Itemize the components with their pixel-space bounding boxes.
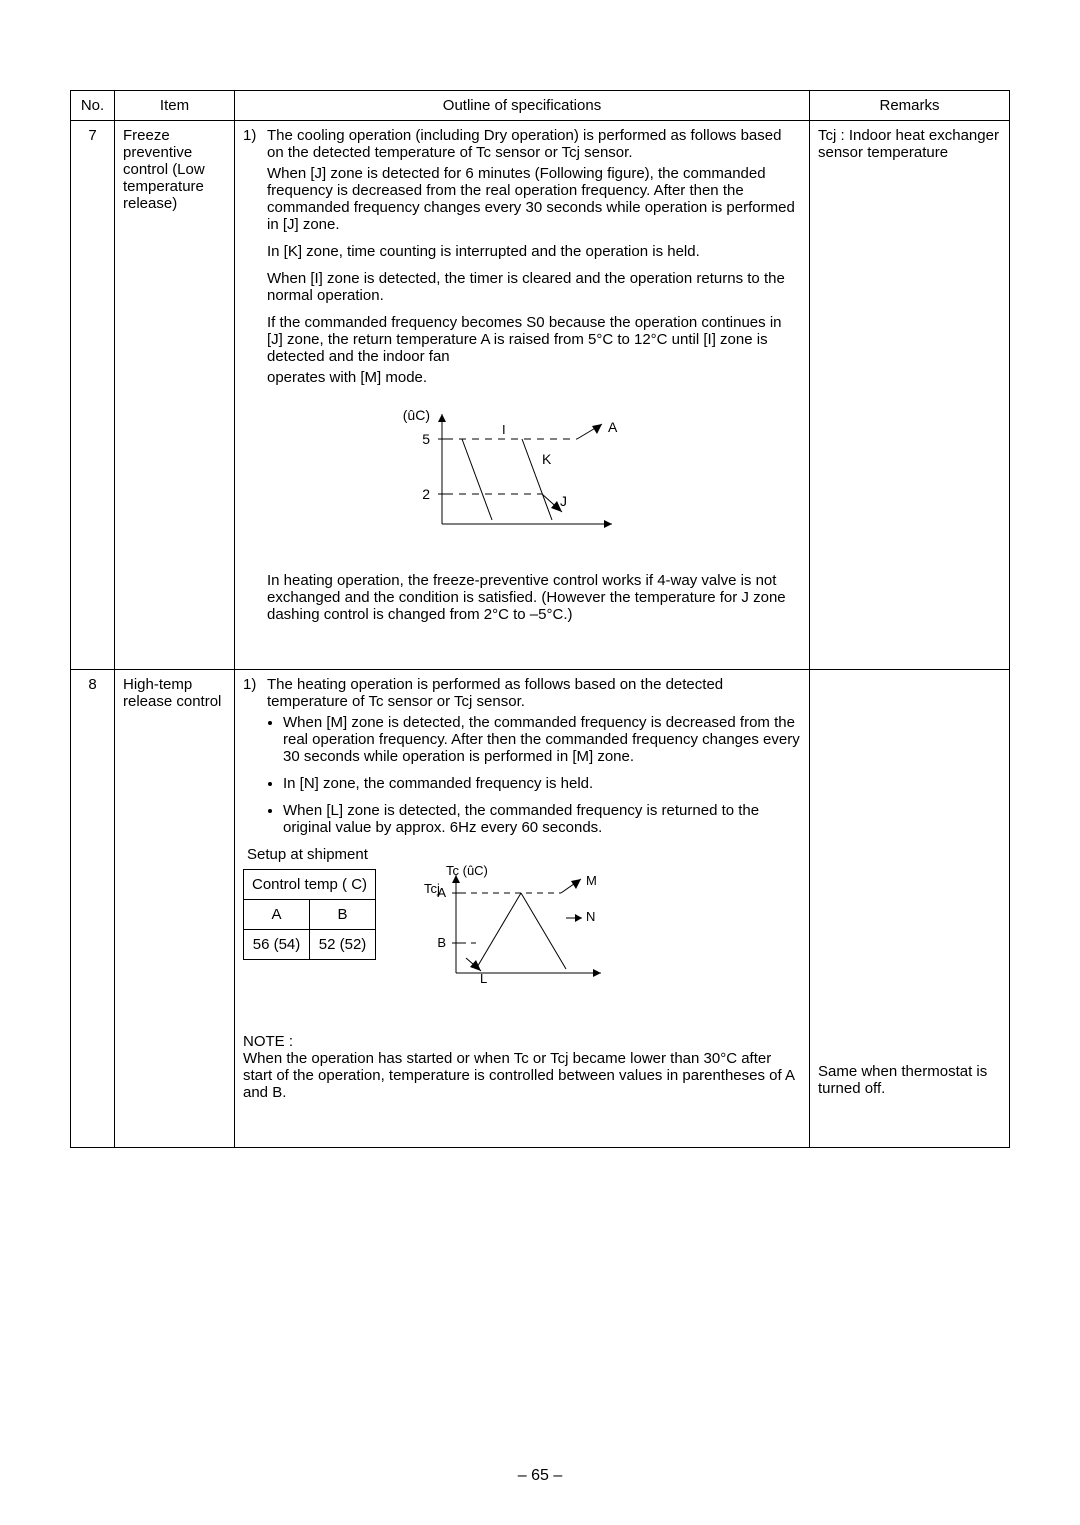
lead-num: 1) <box>243 127 256 144</box>
spec-para: In heating operation, the freeze-prevent… <box>267 572 801 623</box>
svg-text:B: B <box>437 935 446 950</box>
svg-text:2: 2 <box>422 486 430 502</box>
control-temp-table: Control temp ( C) A B 56 (54) 52 (52) <box>243 863 376 960</box>
row-item: Freeze preventive control (Low temperatu… <box>115 121 235 670</box>
row-remarks: Tcj : Indoor heat exchanger sensor tempe… <box>810 121 1010 670</box>
svg-text:K: K <box>542 451 552 467</box>
row-spec: 1) The heating operation is performed as… <box>235 670 810 1148</box>
lead-text: The cooling operation (including Dry ope… <box>267 127 781 161</box>
svg-text:Tc (ûC): Tc (ûC) <box>446 863 488 878</box>
header-remarks: Remarks <box>810 91 1010 121</box>
spec-para: In [K] zone, time counting is interrupte… <box>267 243 801 260</box>
hightemp-chart: Tc (ûC) Tcj A B <box>406 863 626 997</box>
bullet: When [M] zone is detected, the commanded… <box>283 714 801 765</box>
bullet: When [L] zone is detected, the commanded… <box>283 802 801 836</box>
lead-text: The heating operation is performed as fo… <box>267 676 723 710</box>
small-table-val: 56 (54) <box>244 930 310 960</box>
lead-num: 1) <box>243 676 256 693</box>
svg-text:A: A <box>437 885 446 900</box>
table-row: 8 High-temp release control 1) The heati… <box>71 670 1010 1148</box>
row-no: 8 <box>71 670 115 1148</box>
svg-text:N: N <box>586 909 595 924</box>
spec-para: When [J] zone is detected for 6 minutes … <box>267 165 801 233</box>
svg-text:5: 5 <box>422 431 430 447</box>
header-spec: Outline of specifications <box>235 91 810 121</box>
svg-text:L: L <box>480 971 487 986</box>
spec-table: No. Item Outline of specifications Remar… <box>70 90 1010 1148</box>
header-no: No. <box>71 91 115 121</box>
row-spec: 1) The cooling operation (including Dry … <box>235 121 810 670</box>
row-no: 7 <box>71 121 115 670</box>
freeze-chart: 5 2 (ûC) I A K <box>243 404 801 548</box>
row-remarks: Same when thermostat is turned off. <box>810 670 1010 1148</box>
spec-para: When [I] zone is detected, the timer is … <box>267 270 801 304</box>
small-table-col: A <box>244 900 310 930</box>
note-text: When the operation has started or when T… <box>243 1050 801 1101</box>
svg-text:I: I <box>502 422 506 437</box>
bullet: In [N] zone, the commanded frequency is … <box>283 775 801 792</box>
svg-text:J: J <box>560 493 567 509</box>
header-item: Item <box>115 91 235 121</box>
row-item: High-temp release control <box>115 670 235 1148</box>
spec-para: If the commanded frequency becomes S0 be… <box>267 314 801 365</box>
svg-text:(ûC): (ûC) <box>403 407 430 423</box>
page-number: – 65 – <box>0 1467 1080 1485</box>
svg-text:A: A <box>608 419 618 435</box>
table-row: 7 Freeze preventive control (Low tempera… <box>71 121 1010 670</box>
note-label: NOTE : <box>243 1033 801 1050</box>
svg-text:M: M <box>586 873 597 888</box>
small-table-val: 52 (52) <box>310 930 376 960</box>
spec-para: operates with [M] mode. <box>267 369 801 386</box>
small-table-col: B <box>310 900 376 930</box>
setup-title: Setup at shipment <box>247 846 801 863</box>
small-table-header: Control temp ( C) <box>244 870 376 900</box>
